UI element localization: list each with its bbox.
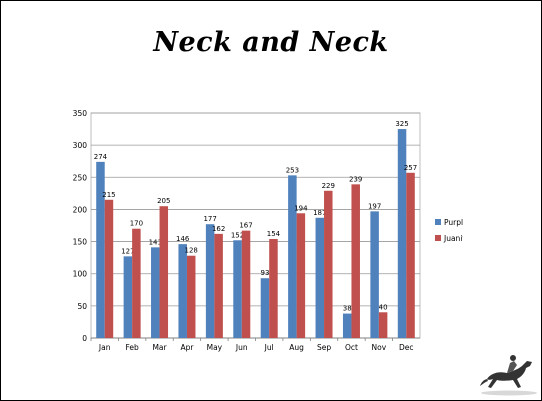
bar-juanita (104, 199, 114, 338)
bar-juanita (269, 239, 278, 338)
chart: 0 50 100 150 200 250 300 350 Jan 274 215 Feb 127 170 M… (63, 101, 463, 357)
bar-juanita (186, 255, 196, 338)
data-label: 128 (185, 247, 198, 255)
x-tick-label: Sep (317, 343, 331, 352)
bar-juanita (406, 172, 415, 338)
bar-juanita (296, 213, 306, 338)
y-tick-label: 100 (73, 270, 88, 279)
bar-purple (288, 175, 297, 338)
bar-purple (233, 240, 242, 338)
legend-swatch (435, 219, 441, 225)
bar-purple (96, 161, 105, 338)
x-tick-label: Feb (125, 343, 139, 352)
data-label: 215 (102, 191, 115, 199)
bar-juanita (378, 312, 388, 338)
x-tick-label: Nov (372, 343, 387, 352)
bar-juanita (132, 228, 141, 338)
data-label: 229 (322, 182, 335, 190)
x-tick-label: May (207, 343, 223, 352)
data-label: 154 (267, 230, 281, 238)
bar-juanita (324, 190, 333, 338)
data-label: 257 (404, 164, 417, 172)
data-label: 167 (239, 222, 252, 230)
bar-purple (315, 217, 325, 338)
legend-label: Juanita (443, 234, 463, 243)
bar-purple (260, 278, 270, 338)
bar-juanita (351, 184, 360, 338)
x-tick-label: Jan (98, 343, 111, 352)
bar-purple (151, 247, 160, 338)
data-label: 187 (313, 209, 326, 217)
data-label: 197 (368, 202, 381, 210)
data-label: 177 (203, 215, 216, 223)
data-label: 40 (379, 303, 388, 311)
bar-purple (342, 313, 352, 338)
legend-swatch (435, 235, 441, 241)
y-tick-label: 300 (73, 141, 88, 150)
x-tick-label: Dec (399, 343, 414, 352)
data-label: 152 (231, 231, 244, 239)
data-label: 38 (343, 305, 352, 313)
y-tick-label: 200 (73, 205, 88, 214)
data-label: 205 (157, 197, 170, 205)
data-label: 194 (294, 204, 308, 212)
data-label: 162 (212, 225, 225, 233)
x-tick-label: Oct (345, 343, 358, 352)
legend-label: Purple (444, 218, 463, 227)
x-tick-label: Jun (235, 343, 248, 352)
x-tick-label: Aug (289, 343, 304, 352)
data-label: 253 (286, 166, 299, 174)
bar-juanita (241, 230, 251, 338)
bar-purple (370, 211, 379, 338)
y-tick-label: 150 (73, 238, 88, 247)
data-label: 93 (260, 269, 269, 277)
data-label: 146 (176, 235, 190, 243)
data-label: 239 (349, 175, 362, 183)
y-tick-label: 250 (73, 173, 88, 182)
x-tick-label: Apr (180, 343, 194, 352)
horse-and-jockey-icon (477, 349, 541, 397)
slide-title: Neck and Neck (153, 27, 389, 58)
data-label: 325 (395, 120, 408, 128)
data-label: 141 (149, 238, 162, 246)
bar-purple (178, 244, 187, 338)
y-tick-label: 0 (82, 334, 87, 343)
data-label: 274 (94, 153, 108, 161)
bar-purple (123, 256, 133, 338)
x-tick-label: Mar (152, 343, 167, 352)
bar-juanita (214, 233, 223, 338)
chart-svg: 0 50 100 150 200 250 300 350 Jan 274 215 Feb 127 170 M… (73, 109, 463, 352)
bar-juanita (159, 206, 169, 338)
plot-area (90, 112, 421, 339)
y-tick-label: 50 (77, 302, 87, 311)
data-label: 127 (121, 247, 134, 255)
x-tick-label: Jul (264, 343, 274, 352)
data-label: 170 (130, 220, 143, 228)
bar-purple (205, 224, 215, 338)
y-tick-label: 350 (73, 109, 88, 118)
bar-purple (397, 129, 407, 338)
